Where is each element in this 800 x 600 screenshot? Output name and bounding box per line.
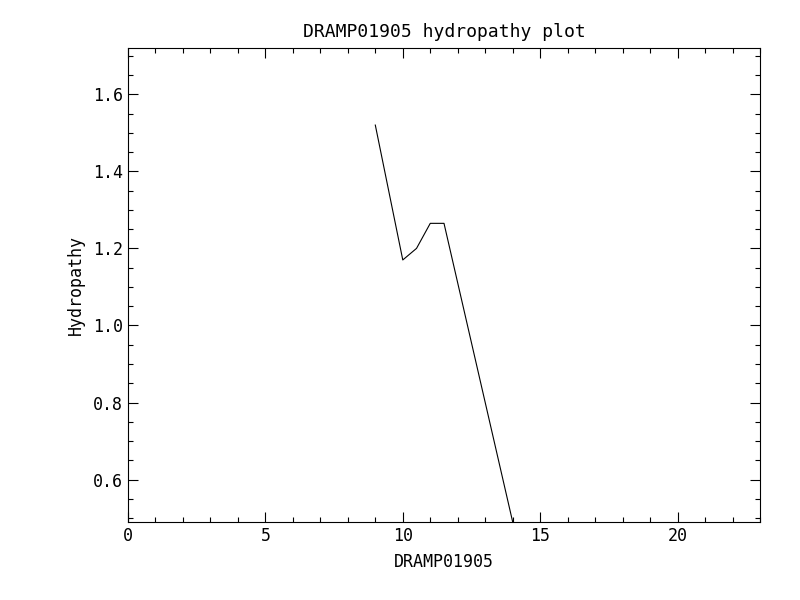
Y-axis label: Hydropathy: Hydropathy: [67, 235, 85, 335]
X-axis label: DRAMP01905: DRAMP01905: [394, 553, 494, 571]
Title: DRAMP01905 hydropathy plot: DRAMP01905 hydropathy plot: [302, 23, 586, 41]
